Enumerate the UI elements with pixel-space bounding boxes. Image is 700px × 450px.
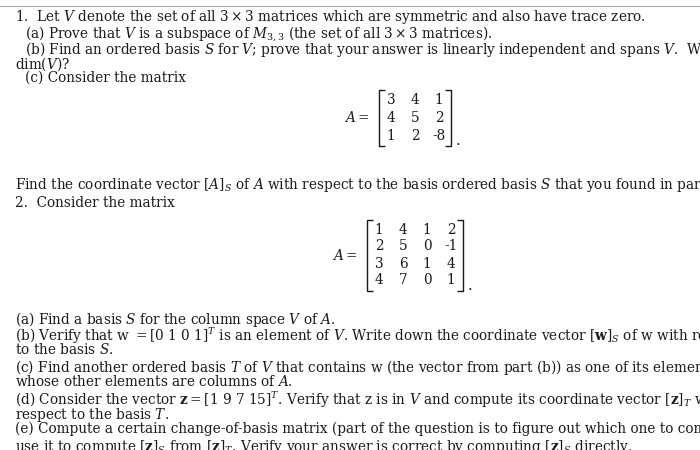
Text: (e) Compute a certain change-of-basis matrix (part of the question is to figure : (e) Compute a certain change-of-basis ma… [15,422,700,436]
Text: whose other elements are columns of $A$.: whose other elements are columns of $A$. [15,374,293,389]
Text: 1.  Let $V$ denote the set of all $3 \times 3$ matrices which are symmetric and : 1. Let $V$ denote the set of all $3 \tim… [15,8,646,26]
Text: (b) Verify that w $= [0\ 1\ 0\ 1]^T$ is an element of $V$. Write down the coordi: (b) Verify that w $= [0\ 1\ 0\ 1]^T$ is … [15,326,700,346]
Text: 3: 3 [386,93,395,107]
Text: -8: -8 [433,129,446,143]
Text: 6: 6 [399,256,407,270]
Text: .: . [467,279,472,292]
Text: 2: 2 [447,222,455,237]
Text: 7: 7 [399,274,407,288]
Text: 1: 1 [386,129,395,143]
Text: (d) Consider the vector $\mathbf{z} = [1\ 9\ 7\ 15]^T$. Verify that z is in $V$ : (d) Consider the vector $\mathbf{z} = [1… [15,390,700,410]
Text: respect to the basis $T$.: respect to the basis $T$. [15,406,169,424]
Text: 1: 1 [423,222,431,237]
Text: $A=$: $A=$ [332,248,357,262]
Text: 4: 4 [374,274,384,288]
Text: 1: 1 [447,274,455,288]
Text: (c) Consider the matrix: (c) Consider the matrix [25,71,186,85]
Text: 4: 4 [447,256,456,270]
Text: 2: 2 [411,129,419,143]
Text: (b) Find an ordered basis $S$ for $V$; prove that your answer is linearly indepe: (b) Find an ordered basis $S$ for $V$; p… [25,40,700,59]
Text: .: . [455,134,460,148]
Text: 4: 4 [411,93,419,107]
Text: 1: 1 [423,256,431,270]
Text: 2.  Consider the matrix: 2. Consider the matrix [15,196,175,210]
Text: 5: 5 [411,111,419,125]
Text: Find the coordinate vector $[A]_S$ of $A$ with respect to the basis ordered basi: Find the coordinate vector $[A]_S$ of $A… [15,175,700,194]
Text: (a) Prove that $V$ is a subspace of $M_{3,3}$ (the set of all $3 \times 3$ matri: (a) Prove that $V$ is a subspace of $M_{… [25,24,492,44]
Text: (c) Find another ordered basis $T$ of $V$ that contains w (the vector from part : (c) Find another ordered basis $T$ of $V… [15,358,700,377]
Text: -1: -1 [444,239,458,253]
Text: 0: 0 [423,274,431,288]
Text: 1: 1 [374,222,384,237]
Text: $A=$: $A=$ [344,111,370,126]
Text: use it to compute $[\mathbf{z}]_S$ from $[\mathbf{z}]_T$. Verify your answer is : use it to compute $[\mathbf{z}]_S$ from … [15,438,632,450]
Text: 4: 4 [398,222,407,237]
Text: 4: 4 [386,111,395,125]
Text: dim$(V)$?: dim$(V)$? [15,55,70,72]
Text: 2: 2 [435,111,443,125]
Text: to the basis $S$.: to the basis $S$. [15,342,113,357]
Text: 3: 3 [374,256,384,270]
Text: 1: 1 [435,93,443,107]
Text: 0: 0 [423,239,431,253]
Text: 5: 5 [399,239,407,253]
Text: 2: 2 [374,239,384,253]
Text: (a) Find a basis $S$ for the column space $V$ of $A$.: (a) Find a basis $S$ for the column spac… [15,310,335,329]
